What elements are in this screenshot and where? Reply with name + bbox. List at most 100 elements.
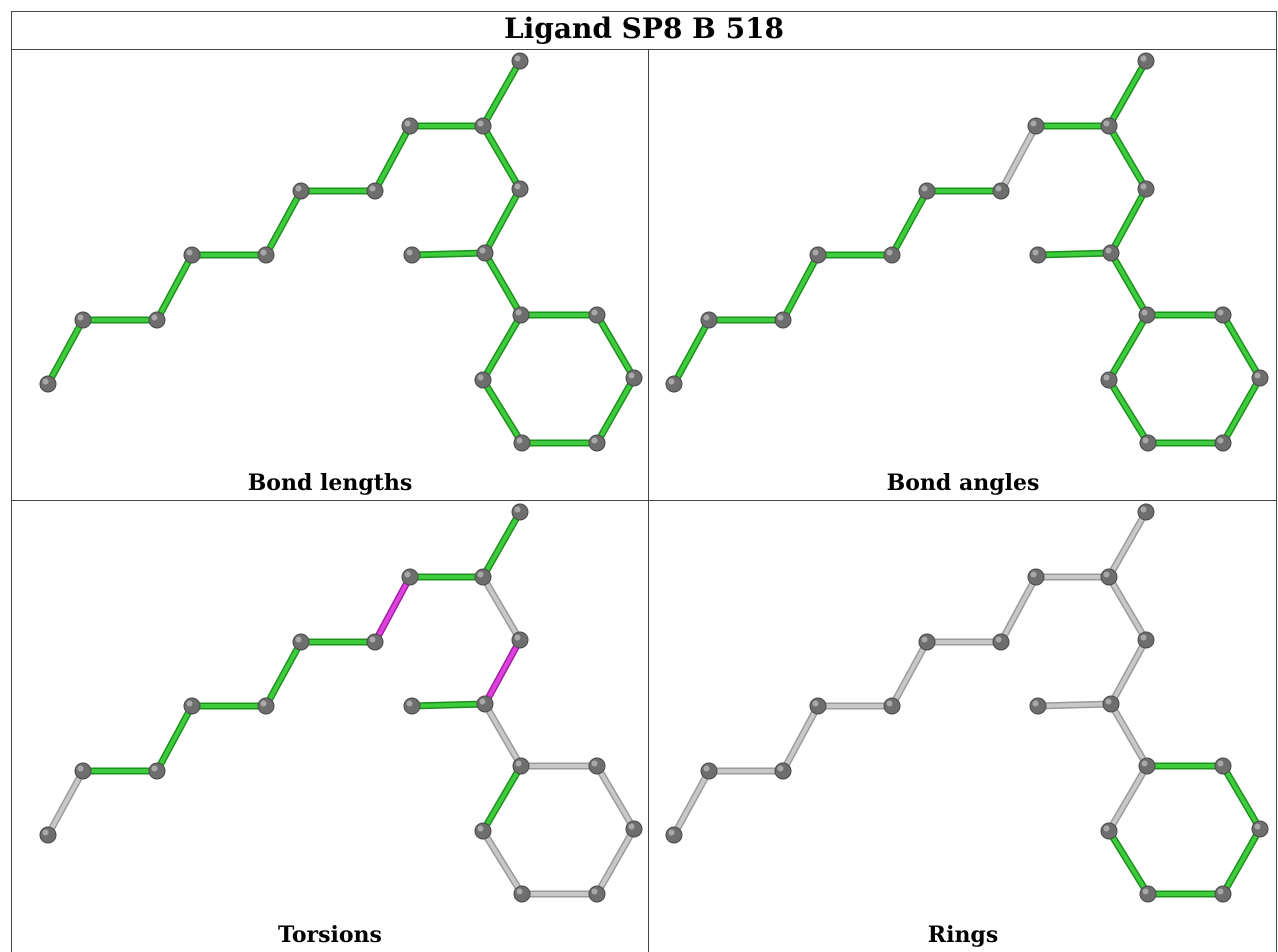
atom-highlight: [369, 636, 376, 643]
caption-bond-angles: Bond angles: [886, 470, 1040, 496]
atom: [588, 306, 606, 324]
atom: [1137, 631, 1155, 649]
bond-green: [410, 702, 487, 708]
bond-green: [1221, 313, 1262, 380]
panel-rings: Rings: [649, 501, 1277, 952]
atom: [1027, 117, 1045, 135]
atom: [513, 885, 531, 903]
bond-grey: [672, 769, 711, 837]
molecule-bond-angles: [665, 52, 1269, 452]
atom: [665, 375, 683, 393]
atom-highlight: [406, 249, 413, 256]
atom-highlight: [886, 249, 893, 256]
atom-highlight: [479, 698, 486, 705]
atom-highlight: [295, 185, 302, 192]
column-divider: [648, 49, 649, 952]
atom: [401, 117, 419, 135]
atom-highlight: [703, 765, 710, 772]
atom-highlight: [1141, 309, 1148, 316]
atom: [625, 369, 643, 387]
atom-highlight: [1032, 249, 1039, 256]
atom: [148, 762, 166, 780]
atom-highlight: [42, 829, 49, 836]
atom-highlight: [1142, 888, 1149, 895]
bond-green: [481, 510, 522, 579]
atom: [1100, 371, 1118, 389]
bond-green: [1107, 313, 1149, 382]
atom-highlight: [477, 374, 484, 381]
atom: [1138, 306, 1156, 324]
bond-grey: [481, 829, 524, 896]
atom-highlight: [995, 636, 1002, 643]
atom: [1100, 822, 1118, 840]
atom: [39, 826, 57, 844]
atom: [1137, 503, 1155, 521]
caption-bond-lengths: Bond lengths: [247, 470, 413, 496]
atom: [700, 311, 718, 329]
atom: [183, 246, 201, 264]
atom-highlight: [514, 506, 521, 513]
atom-highlight: [516, 888, 523, 895]
atom-highlight: [1103, 571, 1110, 578]
bond-green: [1109, 251, 1149, 317]
atom: [476, 695, 494, 713]
bond-green: [1107, 829, 1150, 896]
atom-highlight: [151, 765, 158, 772]
atom-highlight: [515, 760, 522, 767]
atom: [1214, 306, 1232, 324]
atom-highlight: [42, 378, 49, 385]
atom: [918, 633, 936, 651]
atom: [1102, 244, 1120, 262]
atom-highlight: [514, 183, 521, 190]
atom: [809, 697, 827, 715]
atom: [511, 52, 529, 70]
molecule-torsions: [39, 503, 643, 903]
atom: [1102, 695, 1120, 713]
panel-bond-angles: Bond angles: [649, 50, 1277, 500]
atom-highlight: [516, 437, 523, 444]
bond-green: [410, 251, 487, 257]
atom-highlight: [1217, 760, 1224, 767]
bond-green: [481, 124, 522, 191]
bond-green: [481, 764, 523, 833]
atom-highlight: [1254, 372, 1261, 379]
bond-green: [595, 313, 636, 380]
bond-grey: [1109, 638, 1148, 706]
atom-highlight: [1217, 309, 1224, 316]
atom: [257, 697, 275, 715]
atom: [474, 568, 492, 586]
atom-highlight: [812, 700, 819, 707]
atom-highlight: [260, 249, 267, 256]
bond-grey: [999, 124, 1038, 193]
atom-highlight: [1217, 888, 1224, 895]
bond-green: [1107, 378, 1150, 445]
atom: [883, 246, 901, 264]
atom: [403, 697, 421, 715]
bond-grey: [483, 702, 523, 768]
figure-frame: [11, 11, 1277, 952]
atom: [588, 757, 606, 775]
atom: [774, 311, 792, 329]
bond-green: [1107, 124, 1148, 191]
bond-green: [1221, 764, 1262, 831]
atom: [992, 633, 1010, 651]
atom: [700, 762, 718, 780]
atom: [1214, 885, 1232, 903]
panel-bond-lengths: Bond lengths: [12, 50, 648, 500]
atom-highlight: [477, 120, 484, 127]
atom: [588, 885, 606, 903]
bond-magenta: [373, 575, 412, 644]
atom-highlight: [1141, 760, 1148, 767]
atom: [918, 182, 936, 200]
atom-highlight: [1030, 120, 1037, 127]
caption-rings: Rings: [927, 922, 999, 948]
bond-grey: [595, 827, 636, 896]
atom: [883, 697, 901, 715]
atom: [474, 822, 492, 840]
atom-highlight: [514, 55, 521, 62]
bond-green: [373, 124, 412, 193]
bond-green: [46, 318, 85, 386]
atom-highlight: [260, 700, 267, 707]
atom: [148, 311, 166, 329]
atom: [588, 434, 606, 452]
